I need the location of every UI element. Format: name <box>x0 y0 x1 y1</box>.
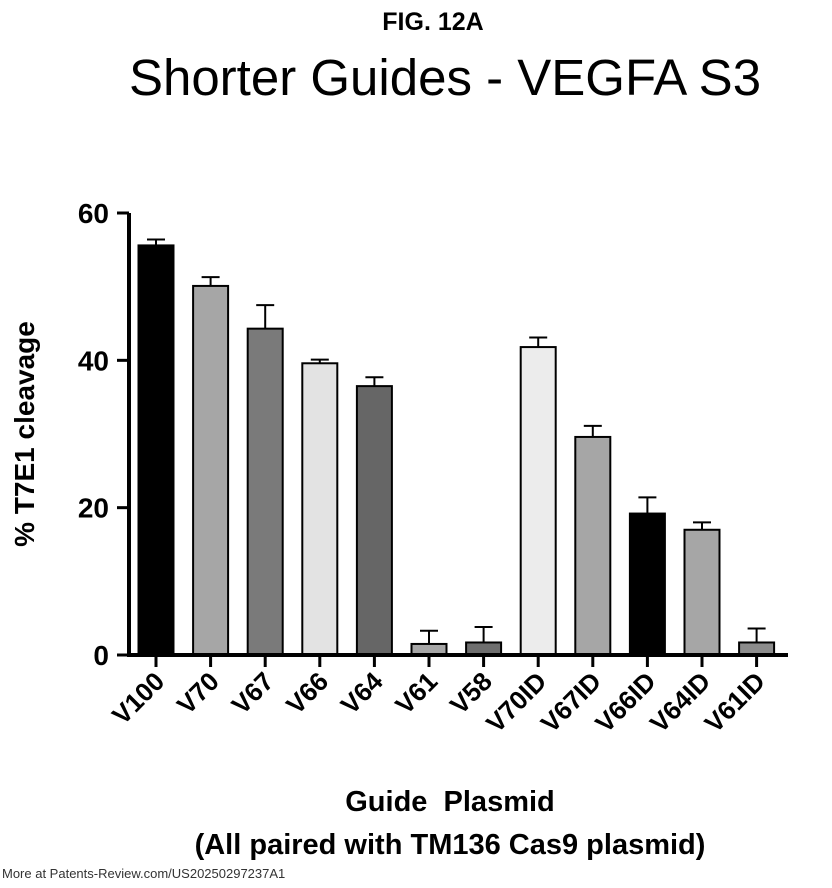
bar-group-v70id <box>519 336 557 656</box>
bars-layer <box>137 238 776 657</box>
bar-v64id <box>683 528 721 656</box>
axes-layer <box>127 213 788 657</box>
y-axis-label: % T7E1 cleavage <box>9 321 40 547</box>
y-tick-label: 40 <box>78 345 109 376</box>
bar-group-v64id <box>683 521 721 656</box>
chart-title: Shorter Guides - VEGFA S3 <box>128 49 762 106</box>
x-tick-label: V70 <box>171 666 225 720</box>
x-tick-label: V66ID <box>589 666 661 738</box>
bar-v66id <box>628 512 666 656</box>
x-tick-label: V61ID <box>699 666 771 738</box>
bar-v66 <box>301 362 339 656</box>
y-ticks-layer: 0 20 40 60 <box>78 198 129 671</box>
bar-v70id <box>519 346 557 656</box>
watermark: More at Patents-Review.com/US20250297237… <box>2 866 286 881</box>
x-tick-label: V64ID <box>644 666 716 738</box>
bar-v67id <box>574 435 612 656</box>
bar-group-v61 <box>410 629 448 657</box>
x-tick-label: V67ID <box>535 666 607 738</box>
x-ticks-layer: V100 V70 V67 V66 V64 V61 V58V70IDV67IDV66IDV64… <box>106 655 771 738</box>
bar-group-v67 <box>246 304 284 656</box>
x-tick-label: V64 <box>335 666 389 720</box>
x-axis-note: (All paired with TM136 Cas9 plasmid) <box>194 829 706 861</box>
bar-group-v67id <box>574 424 612 656</box>
x-tick-label: V66 <box>280 666 334 720</box>
x-tick-label: V70ID <box>480 666 552 738</box>
bar-v70 <box>192 284 230 656</box>
bar-group-v66id <box>628 496 666 656</box>
figure-label: FIG. 12A <box>382 8 484 36</box>
x-tick-label: V100 <box>106 666 170 730</box>
bar-group-v64 <box>355 376 393 656</box>
x-tick-label: V61 <box>389 666 443 720</box>
y-tick-label: 20 <box>78 493 109 524</box>
bar-group-v100 <box>137 238 175 656</box>
y-tick-label: 0 <box>93 640 109 671</box>
bar-v100 <box>137 244 175 656</box>
x-tick-label: V67 <box>226 666 280 720</box>
bar-v67 <box>246 327 284 656</box>
bar-v64 <box>355 385 393 656</box>
bar-group-v66 <box>301 358 339 656</box>
bar-group-v70 <box>192 276 230 656</box>
x-axis-label: Guide Plasmid <box>345 786 555 818</box>
bar-group-v61id <box>738 627 776 657</box>
y-tick-label: 60 <box>78 198 109 229</box>
bar-group-v58 <box>465 626 503 657</box>
